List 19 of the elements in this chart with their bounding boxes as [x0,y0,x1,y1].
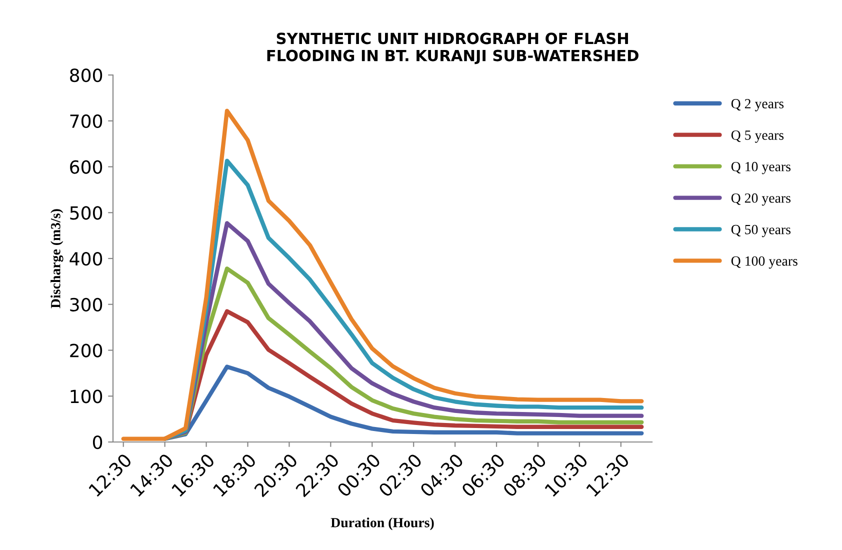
line-series [121,108,644,441]
y-tick-label: 700 [70,114,102,128]
legend-label: Q 50 years [731,224,790,238]
legend-label: Q 100 years [731,256,798,269]
y-tick-label: 300 [70,298,102,312]
x-axis-title: Duration (Hours) [330,518,434,530]
legend-label: Q 2 years [731,99,784,112]
y-tick-label: 500 [70,206,102,220]
y-tick-label: 200 [70,344,102,358]
chart-title: SYNTHETIC UNIT HIDROGRAPH OF FLASH FLOODING IN BT. KURANJI SUB-WATERSHED [267,32,638,64]
y-tick-label: 400 [70,252,102,266]
y-tick-label: 800 [70,68,102,82]
y-axis-title: Discharge (m3/s) [50,209,64,308]
legend-label: Q 20 years [731,193,790,206]
y-tick-label: 600 [70,160,102,174]
y-tick-label: 100 [70,390,102,404]
legend-label: Q 5 years [731,130,784,143]
y-tick-label: 0 [92,435,102,450]
legend-label: Q 10 years [731,162,790,174]
